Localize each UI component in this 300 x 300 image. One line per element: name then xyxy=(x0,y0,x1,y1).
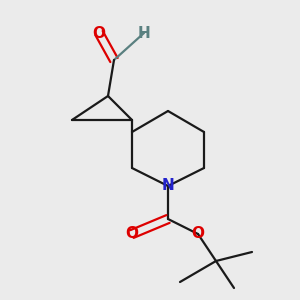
Text: O: O xyxy=(125,226,139,242)
Text: H: H xyxy=(138,26,150,40)
Text: N: N xyxy=(162,178,174,194)
Text: O: O xyxy=(92,26,106,40)
Text: O: O xyxy=(191,226,205,242)
